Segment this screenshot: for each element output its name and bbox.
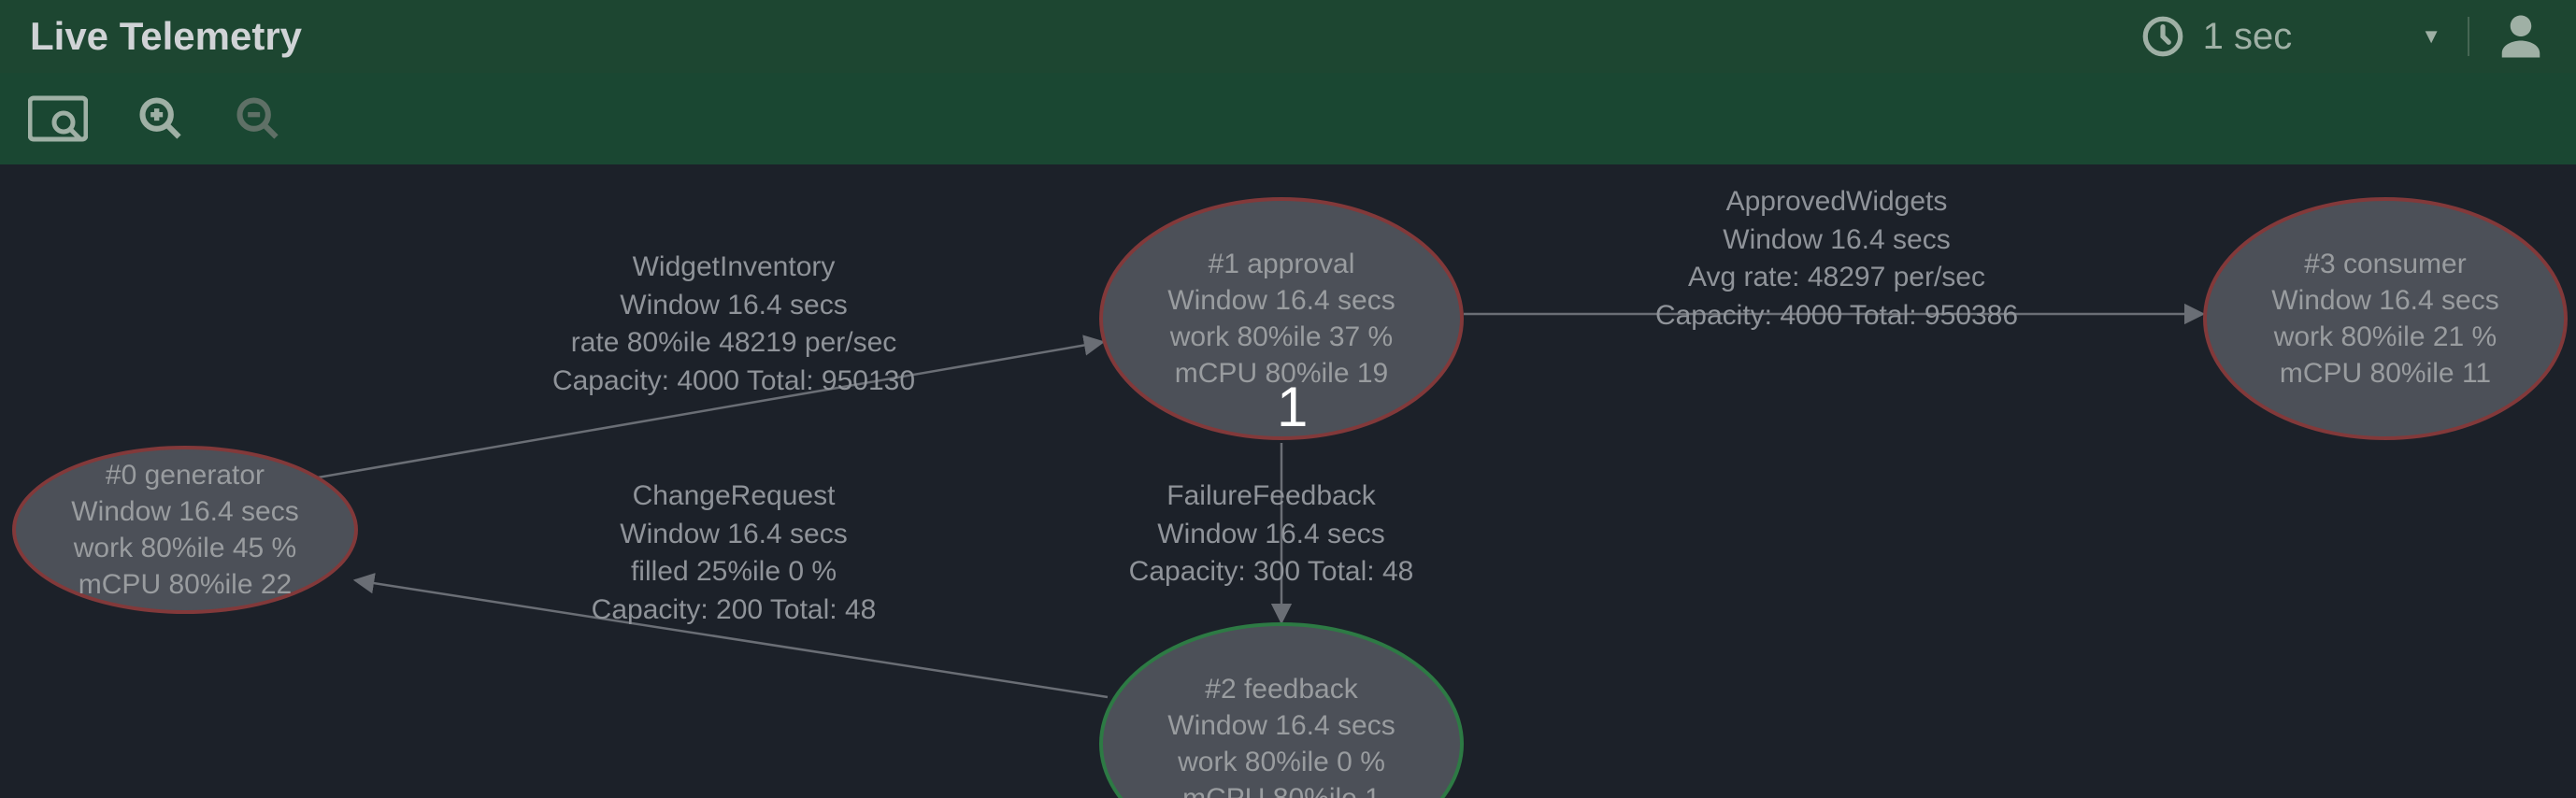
zoom-out-button[interactable] bbox=[234, 94, 282, 143]
page-title: Live Telemetry bbox=[30, 14, 302, 59]
refresh-interval-selector[interactable]: 1 sec ▼ bbox=[2140, 13, 2441, 60]
node-title: #0 generator bbox=[106, 457, 265, 493]
divider bbox=[2468, 17, 2469, 56]
node-mcpu: mCPU 80%ile 22 bbox=[79, 566, 292, 603]
node-mcpu: mCPU 80%ile 1 bbox=[1182, 780, 1381, 798]
node-window: Window 16.4 secs bbox=[1167, 282, 1395, 319]
edge-label-widget-inventory: WidgetInventory Window 16.4 secs rate 80… bbox=[551, 249, 916, 400]
node-window: Window 16.4 secs bbox=[71, 493, 298, 530]
node-title: #1 approval bbox=[1209, 246, 1355, 282]
node-title: #2 feedback bbox=[1205, 671, 1357, 707]
node-work: work 80%ile 37 % bbox=[1170, 319, 1393, 355]
node-feedback[interactable]: #2 feedback Window 16.4 secs work 80%ile… bbox=[1099, 622, 1464, 798]
node-work: work 80%ile 45 % bbox=[74, 530, 296, 566]
node-window: Window 16.4 secs bbox=[2271, 282, 2498, 319]
edge-label-failure-feedback: FailureFeedback Window 16.4 secs Capacit… bbox=[1075, 477, 1467, 591]
header-controls: 1 sec ▼ bbox=[2140, 11, 2546, 62]
graph-canvas[interactable]: #0 generator Window 16.4 secs work 80%il… bbox=[0, 164, 2576, 798]
node-work: work 80%ile 21 % bbox=[2274, 319, 2497, 355]
overlay-counter: 1 bbox=[1277, 375, 1308, 439]
node-title: #3 consumer bbox=[2304, 246, 2466, 282]
zoom-to-fit-button[interactable] bbox=[28, 95, 88, 142]
node-generator[interactable]: #0 generator Window 16.4 secs work 80%il… bbox=[12, 446, 358, 614]
refresh-interval-value: 1 sec bbox=[2203, 16, 2293, 58]
user-icon[interactable] bbox=[2496, 11, 2546, 62]
edge-label-change-request: ChangeRequest Window 16.4 secs filled 25… bbox=[584, 477, 883, 629]
header-bar: Live Telemetry 1 sec ▼ bbox=[0, 0, 2576, 73]
node-window: Window 16.4 secs bbox=[1167, 707, 1395, 744]
edge-label-approved-widgets: ApprovedWidgets Window 16.4 secs Avg rat… bbox=[1645, 183, 2028, 335]
node-mcpu: mCPU 80%ile 11 bbox=[2280, 355, 2491, 392]
clock-icon bbox=[2140, 13, 2186, 60]
chevron-down-icon: ▼ bbox=[2309, 24, 2441, 49]
node-consumer[interactable]: #3 consumer Window 16.4 secs work 80%ile… bbox=[2203, 197, 2568, 440]
node-work: work 80%ile 0 % bbox=[1178, 744, 1385, 780]
toolbar bbox=[0, 73, 2576, 164]
zoom-in-button[interactable] bbox=[136, 94, 185, 143]
